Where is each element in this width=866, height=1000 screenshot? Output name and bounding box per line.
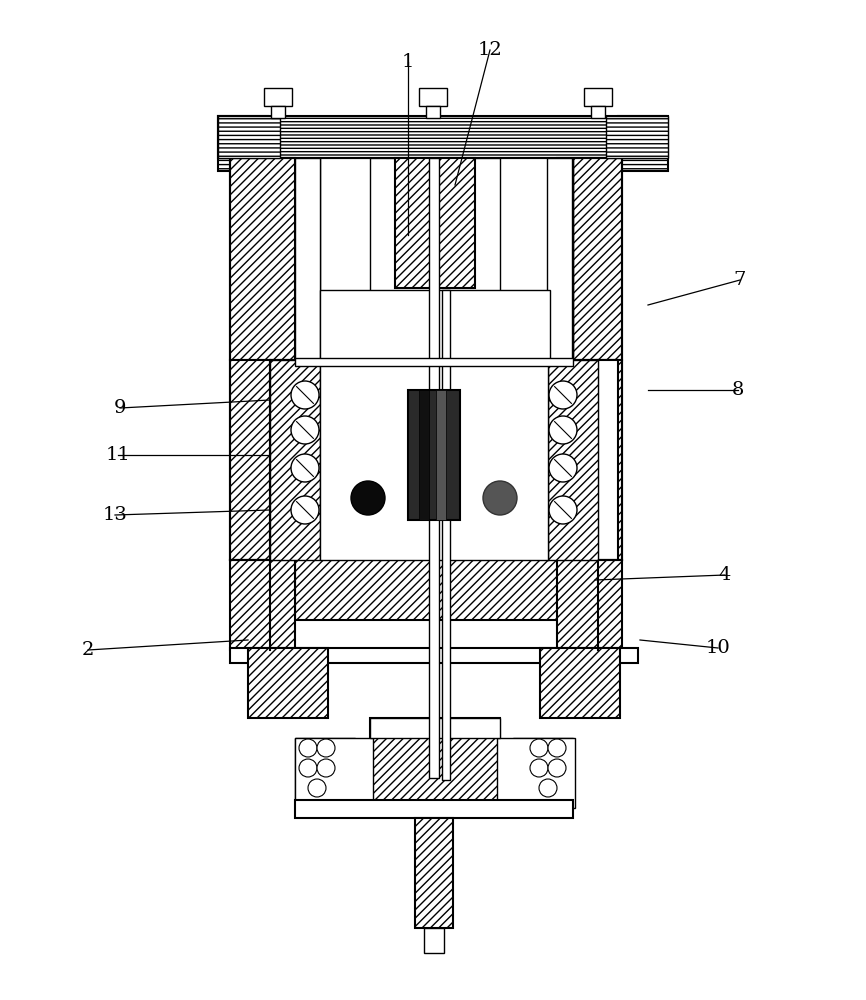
Text: 10: 10 [706,639,730,657]
Circle shape [291,496,319,524]
Circle shape [548,759,566,777]
Bar [295,738,355,803]
Circle shape [299,759,317,777]
Bar [218,116,268,171]
Text: 13: 13 [102,506,127,524]
Circle shape [299,739,317,757]
Bar [230,560,295,650]
Bar [320,360,548,560]
Circle shape [548,739,566,757]
Bar [419,88,447,106]
Bar [584,88,612,106]
Bar [419,390,429,520]
Bar [424,928,444,953]
Bar [429,158,439,778]
Bar [548,360,598,560]
Bar [370,718,500,738]
Bar [264,88,292,106]
Circle shape [291,381,319,409]
Bar [295,558,573,620]
Circle shape [549,416,577,444]
Bar [415,818,453,928]
Bar [436,390,446,520]
Bar [295,800,573,818]
Bar [270,360,320,560]
Text: 11: 11 [106,446,131,464]
Bar [442,290,450,780]
Text: 4: 4 [719,566,731,584]
Text: 7: 7 [734,271,746,289]
Circle shape [317,739,335,757]
Bar [395,158,475,288]
Bar [547,158,572,360]
Bar [218,116,280,158]
Circle shape [317,759,335,777]
Bar [248,648,328,718]
Bar [370,158,500,303]
Bar [295,158,320,360]
Bar [557,360,622,560]
Circle shape [539,779,557,797]
Bar [426,106,440,118]
Circle shape [530,739,548,757]
Circle shape [308,779,326,797]
Bar [540,648,620,718]
Bar [230,360,295,560]
Circle shape [291,454,319,482]
Bar [230,158,295,360]
Bar [218,116,666,158]
Bar [320,290,550,360]
Text: 9: 9 [113,399,126,417]
Bar [591,106,605,118]
Bar [408,390,460,520]
Bar [606,116,668,158]
Bar [295,738,373,808]
Circle shape [549,496,577,524]
Circle shape [530,759,548,777]
Circle shape [549,454,577,482]
Bar [295,358,573,366]
Bar [497,738,575,808]
Bar [370,718,500,803]
Bar [270,360,618,560]
Text: 2: 2 [81,641,94,659]
Circle shape [483,481,517,515]
Text: 1: 1 [402,53,414,71]
Text: 8: 8 [732,381,744,399]
Bar [513,738,573,803]
Bar [557,560,622,650]
Bar [548,158,573,360]
Bar [271,106,285,118]
Bar [230,648,638,663]
Bar [618,116,668,171]
Bar [295,158,320,360]
Circle shape [291,416,319,444]
Circle shape [351,481,385,515]
Text: 12: 12 [478,41,502,59]
Bar [557,158,622,360]
Circle shape [549,381,577,409]
